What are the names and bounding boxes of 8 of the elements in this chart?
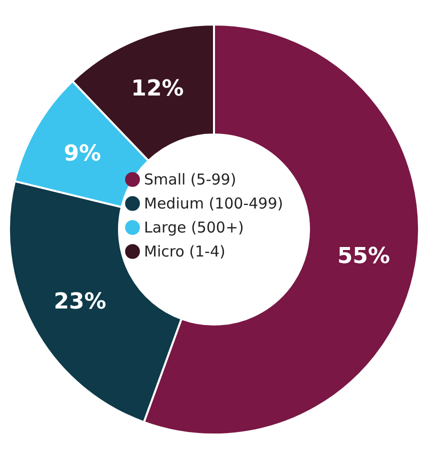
data-label: 12% xyxy=(131,76,184,102)
legend-label: Small (5-99) xyxy=(144,170,236,188)
legend-label: Large (500+) xyxy=(144,218,244,236)
data-label: 9% xyxy=(64,142,102,166)
data-label: 23% xyxy=(54,289,106,314)
legend-label: Micro (1-4) xyxy=(144,242,226,260)
legend-label: Medium (100-499) xyxy=(144,194,284,212)
data-label: 55% xyxy=(337,244,390,269)
